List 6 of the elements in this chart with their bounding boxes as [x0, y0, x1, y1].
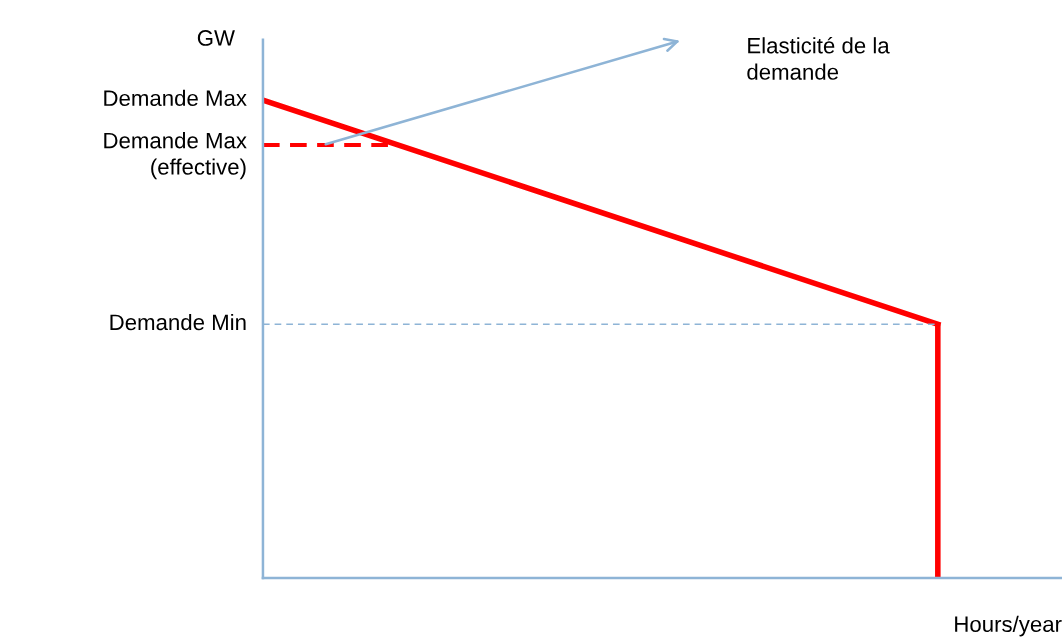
ref-line-label: Demande Min	[110, 313, 246, 331]
annotation: Demande Max	[104, 89, 247, 107]
ref-line-label: Demande Max (effective)	[104, 132, 247, 180]
x-axis-title: Hours/year	[955, 615, 1062, 637]
text: Elasticité de la demande	[747, 36, 890, 80]
y-axis-title: GW	[197, 30, 235, 46]
